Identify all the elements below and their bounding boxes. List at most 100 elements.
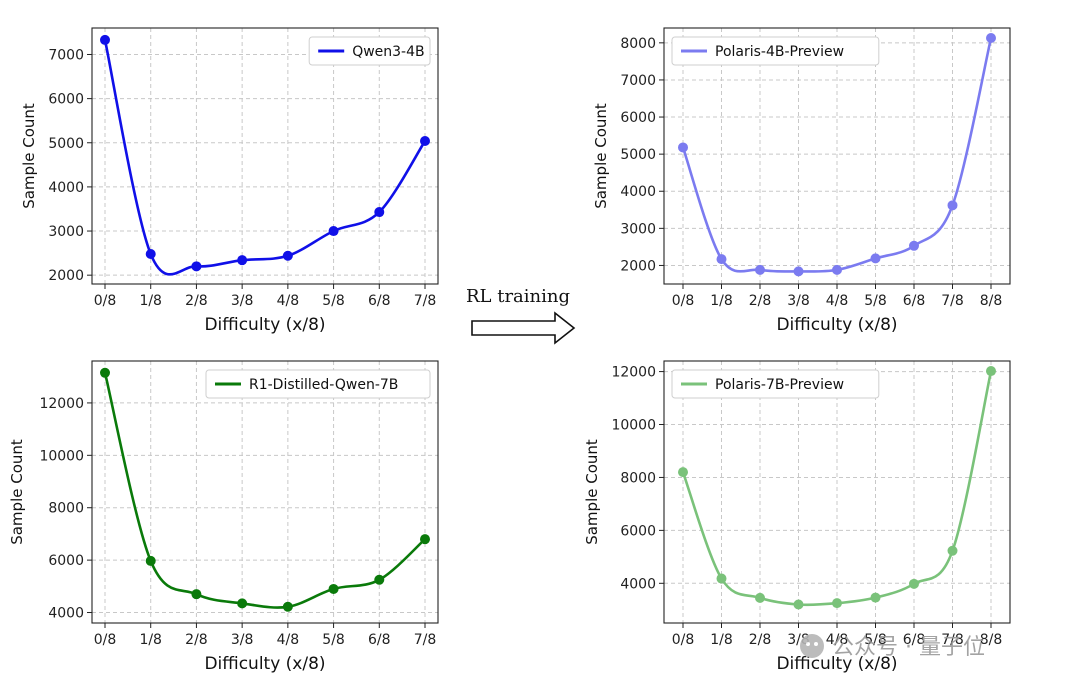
x-axis-label: Difficulty (x/8) [776,654,897,674]
x-tick-label: 2/8 [185,293,208,309]
x-tick-label: 5/8 [864,293,887,309]
x-tick-label: 7/8 [941,293,964,309]
plot-frame [91,27,439,285]
data-point [870,253,881,264]
x-tick-label: 6/8 [368,632,391,648]
legend-label: Polaris-7B-Preview [715,377,844,393]
y-tick-label: 10000 [611,418,656,434]
y-tick-label: 3000 [620,221,656,237]
y-tick-label: 8000 [620,36,656,52]
x-tick-label: 6/8 [903,632,926,648]
data-point [909,578,919,589]
x-tick-label: 1/8 [710,632,733,648]
y-tick-label: 3000 [48,224,84,240]
data-point [947,545,958,556]
legend-label: R1-Distilled-Qwen-7B [249,377,398,393]
legend-box [205,369,431,399]
x-tick-label: 4/8 [826,293,849,309]
y-tick-label: 6000 [48,92,84,108]
y-tick-label: 4000 [48,606,84,622]
y-tick-label: 6000 [48,553,84,569]
data-point [986,366,996,377]
rl-training-label: RL training [466,286,570,307]
x-tick-label: 0/8 [94,632,117,648]
data-point [374,574,385,585]
watermark-text: 公众号 · 量子位 [832,635,985,660]
x-tick-label: 1/8 [139,632,162,648]
wechat-icon [800,634,824,658]
data-point [793,599,804,610]
x-tick-label: 1/8 [139,293,162,309]
data-point [328,583,339,594]
y-tick-label: 5000 [620,147,656,163]
data-point [145,555,156,566]
data-point [420,534,430,545]
data-point [947,200,958,211]
x-tick-label: 6/8 [903,293,926,309]
x-tick-label: 8/8 [980,632,1003,648]
x-tick-label: 1/8 [710,293,733,309]
data-point [282,601,293,612]
y-tick-label: 8000 [620,470,656,486]
legend-box [308,36,431,66]
x-tick-label: 8/8 [980,293,1003,309]
legend: R1-Distilled-Qwen-7B [205,369,431,399]
x-tick-label: 5/8 [322,293,345,309]
series-line [103,372,426,609]
data-point [100,34,110,45]
data-point [191,589,202,600]
x-tick-label: 6/8 [368,293,391,309]
data-point [420,135,430,146]
x-tick-label: 4/8 [277,632,300,648]
y-tick-label: 7000 [620,73,656,89]
x-tick-label: 0/8 [672,293,695,309]
series-line [103,39,427,276]
y-tick-label: 5000 [48,136,84,152]
data-point [145,248,156,259]
y-tick-label: 7000 [48,47,84,63]
x-tick-label: 2/8 [185,632,208,648]
x-tick-label: 7/8 [414,293,437,309]
data-point [191,261,202,272]
x-tick-label: 7/8 [941,632,964,648]
legend-label: Qwen3-4B [352,44,424,60]
legend-label: Polaris-4B-Preview [715,44,844,60]
y-tick-label: 6000 [620,110,656,126]
data-point [328,226,339,237]
y-axis-label: Sample Count [8,439,26,545]
x-tick-label: 4/8 [277,293,300,309]
y-tick-label: 8000 [48,501,84,517]
data-point [832,264,842,275]
right-arrow-icon [471,311,576,345]
x-tick-label: 2/8 [749,632,772,648]
y-tick-label: 4000 [48,180,84,196]
data-point [100,367,110,378]
y-tick-label: 2000 [48,268,84,284]
y-axis-label: Sample Count [592,103,610,209]
y-tick-label: 4000 [620,184,656,200]
x-tick-label: 5/8 [864,632,887,648]
data-point [678,467,688,478]
data-point [832,598,842,609]
x-axis-label: Difficulty (x/8) [776,315,897,335]
data-point [755,264,765,275]
chart-polaris-7b-preview: 0/8 1/8 2/8 3/8 4/8 5/8 6/8 7/8 8/84000600080001… [583,360,1011,674]
x-tick-label: 5/8 [322,632,345,648]
x-tick-label: 3/8 [231,632,254,648]
x-tick-label: 0/8 [94,293,117,309]
data-point [755,592,765,603]
legend: Polaris-7B-Preview [671,369,880,399]
y-tick-label: 2000 [620,258,656,274]
x-tick-label: 2/8 [749,293,772,309]
chart-r1-distilled-qwen-7b: 0/8 1/8 2/8 3/8 4/8 5/8 6/8 7/8 4000 6000 8000 1000… [8,360,439,674]
data-point [716,254,727,265]
y-tick-label: 6000 [620,523,656,539]
x-axis-label: Difficulty (x/8) [204,654,325,674]
plot-frame [91,360,439,624]
chart-polaris-4b-preview: 0/8 1/8 2/8 3/8 4/8 5/8 6/8 7/8 8/8 2000 3000 4000 5… [592,27,1011,335]
data-point [716,573,727,584]
x-tick-label: 3/8 [787,293,810,309]
data-point [793,266,804,277]
rl-training-arrow: RL training [466,286,576,345]
